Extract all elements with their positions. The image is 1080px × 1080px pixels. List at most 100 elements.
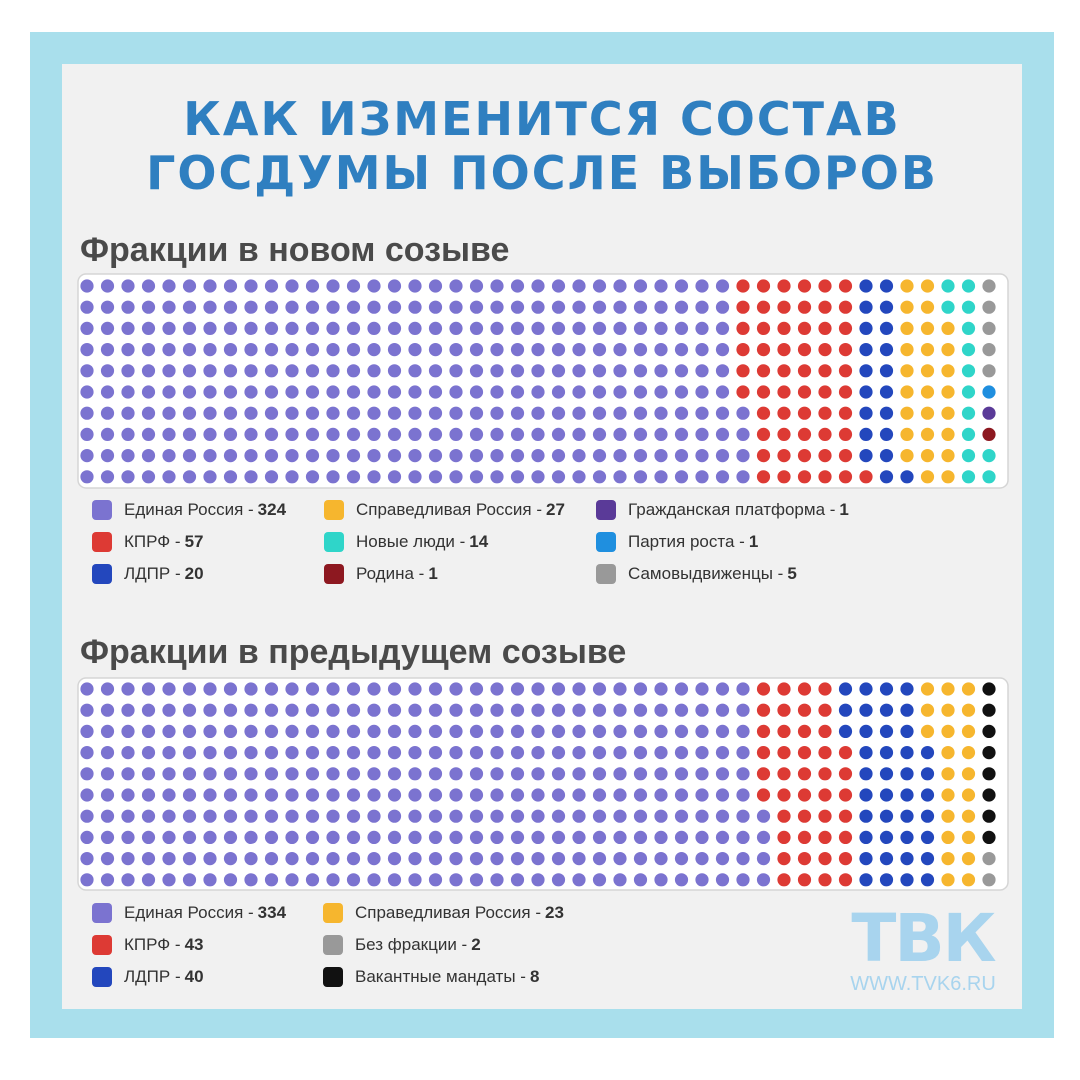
seat-dot [182,873,197,887]
legend-value: 1 [428,564,438,583]
seat-dot [223,406,238,420]
seat-dot [715,279,730,293]
seat-dot [633,385,648,399]
seat-dot [367,767,381,781]
seat-dot [654,343,668,357]
seat-dot [838,682,853,696]
seat-dot [80,767,94,781]
seat-dot [818,321,832,335]
seat-dot [387,830,402,845]
seat-dot [141,470,156,484]
seat-dot [182,427,197,441]
seat-dot [510,703,525,717]
seat-dot [203,809,217,823]
legend-value: 23 [545,903,564,922]
seat-dot [777,279,791,293]
seat-dot [408,364,422,378]
seat-dot [572,767,586,781]
seat-dot [879,809,894,823]
seat-dot [961,321,976,335]
seat-dot [449,449,463,463]
seat-dot [818,724,832,739]
seat-dot [100,385,115,399]
seat-dot [879,343,894,357]
seat-dot [818,703,832,717]
seat-dot [695,470,709,484]
seat-dot [920,300,935,314]
seat-dot [264,279,279,293]
seat-dot [428,682,443,696]
seat-dot [162,852,176,866]
seat-dot [859,364,873,378]
tvk-url[interactable]: WWW.TVK6.RU [850,973,996,995]
seat-dot [510,788,525,802]
seat-dot [551,406,566,420]
seat-dot [715,321,730,335]
seat-dot [510,724,525,739]
seat-dot [654,724,668,739]
seat-dot [428,873,443,887]
seat-dot [551,427,566,441]
seat-dot [695,873,709,887]
legend-value: 14 [469,532,489,551]
seat-dot [244,470,258,484]
seat-dot [818,788,832,802]
seat-dot [469,852,484,866]
seat-dot [715,873,730,887]
legend-label: КПРФ - [124,532,181,551]
legend-swatch [92,532,112,552]
seat-dot [797,279,812,293]
seat-dot [80,279,94,293]
seat-dot [900,385,914,399]
seat-dot [469,385,484,399]
seat-dot [346,385,361,399]
seat-dot [879,767,894,781]
seat-dot [285,300,299,314]
seat-dot [203,767,217,781]
seat-dot [387,279,402,293]
legend-value: 8 [529,967,540,986]
seat-dot [203,321,217,335]
seat-dot [244,788,258,802]
seat-dot [490,449,504,463]
seat-dot [982,343,996,357]
seat-dot [879,364,894,378]
seat-dot [346,470,361,484]
seat-dot [203,746,217,760]
seat-dot [777,470,791,484]
seat-dot [428,427,443,441]
seat-dot [961,809,976,823]
legend-swatch [92,967,112,987]
seat-dot [141,385,156,399]
seat-dot [428,279,443,293]
seat-dot [531,279,545,293]
legend-swatch [324,532,344,552]
seat-dot [777,321,791,335]
seat-dot [367,788,381,802]
seat-dot [941,746,955,760]
legend-item-civic-platform: Гражданская платформа - 1 [596,500,849,520]
seat-dot [715,746,730,760]
seat-dot [428,449,443,463]
seat-dot [961,406,976,420]
seat-dot [141,321,156,335]
seat-dot [633,873,648,887]
seat-dot [920,809,935,823]
seat-dot [244,343,258,357]
seat-dot [818,809,832,823]
seat-dot [531,682,545,696]
seat-dot [879,852,894,866]
seat-dot [408,406,422,420]
seat-dot [941,809,955,823]
seat-dot [182,449,197,463]
seat-dot [838,279,853,293]
seat-dot [285,279,299,293]
seat-dot [428,809,443,823]
seat-dot [633,321,648,335]
seat-dot [203,852,217,866]
legend-value: 1 [839,500,849,519]
seat-dot [900,852,914,866]
seat-dot [592,852,607,866]
seat-dot [982,809,996,823]
seat-dot [674,364,689,378]
